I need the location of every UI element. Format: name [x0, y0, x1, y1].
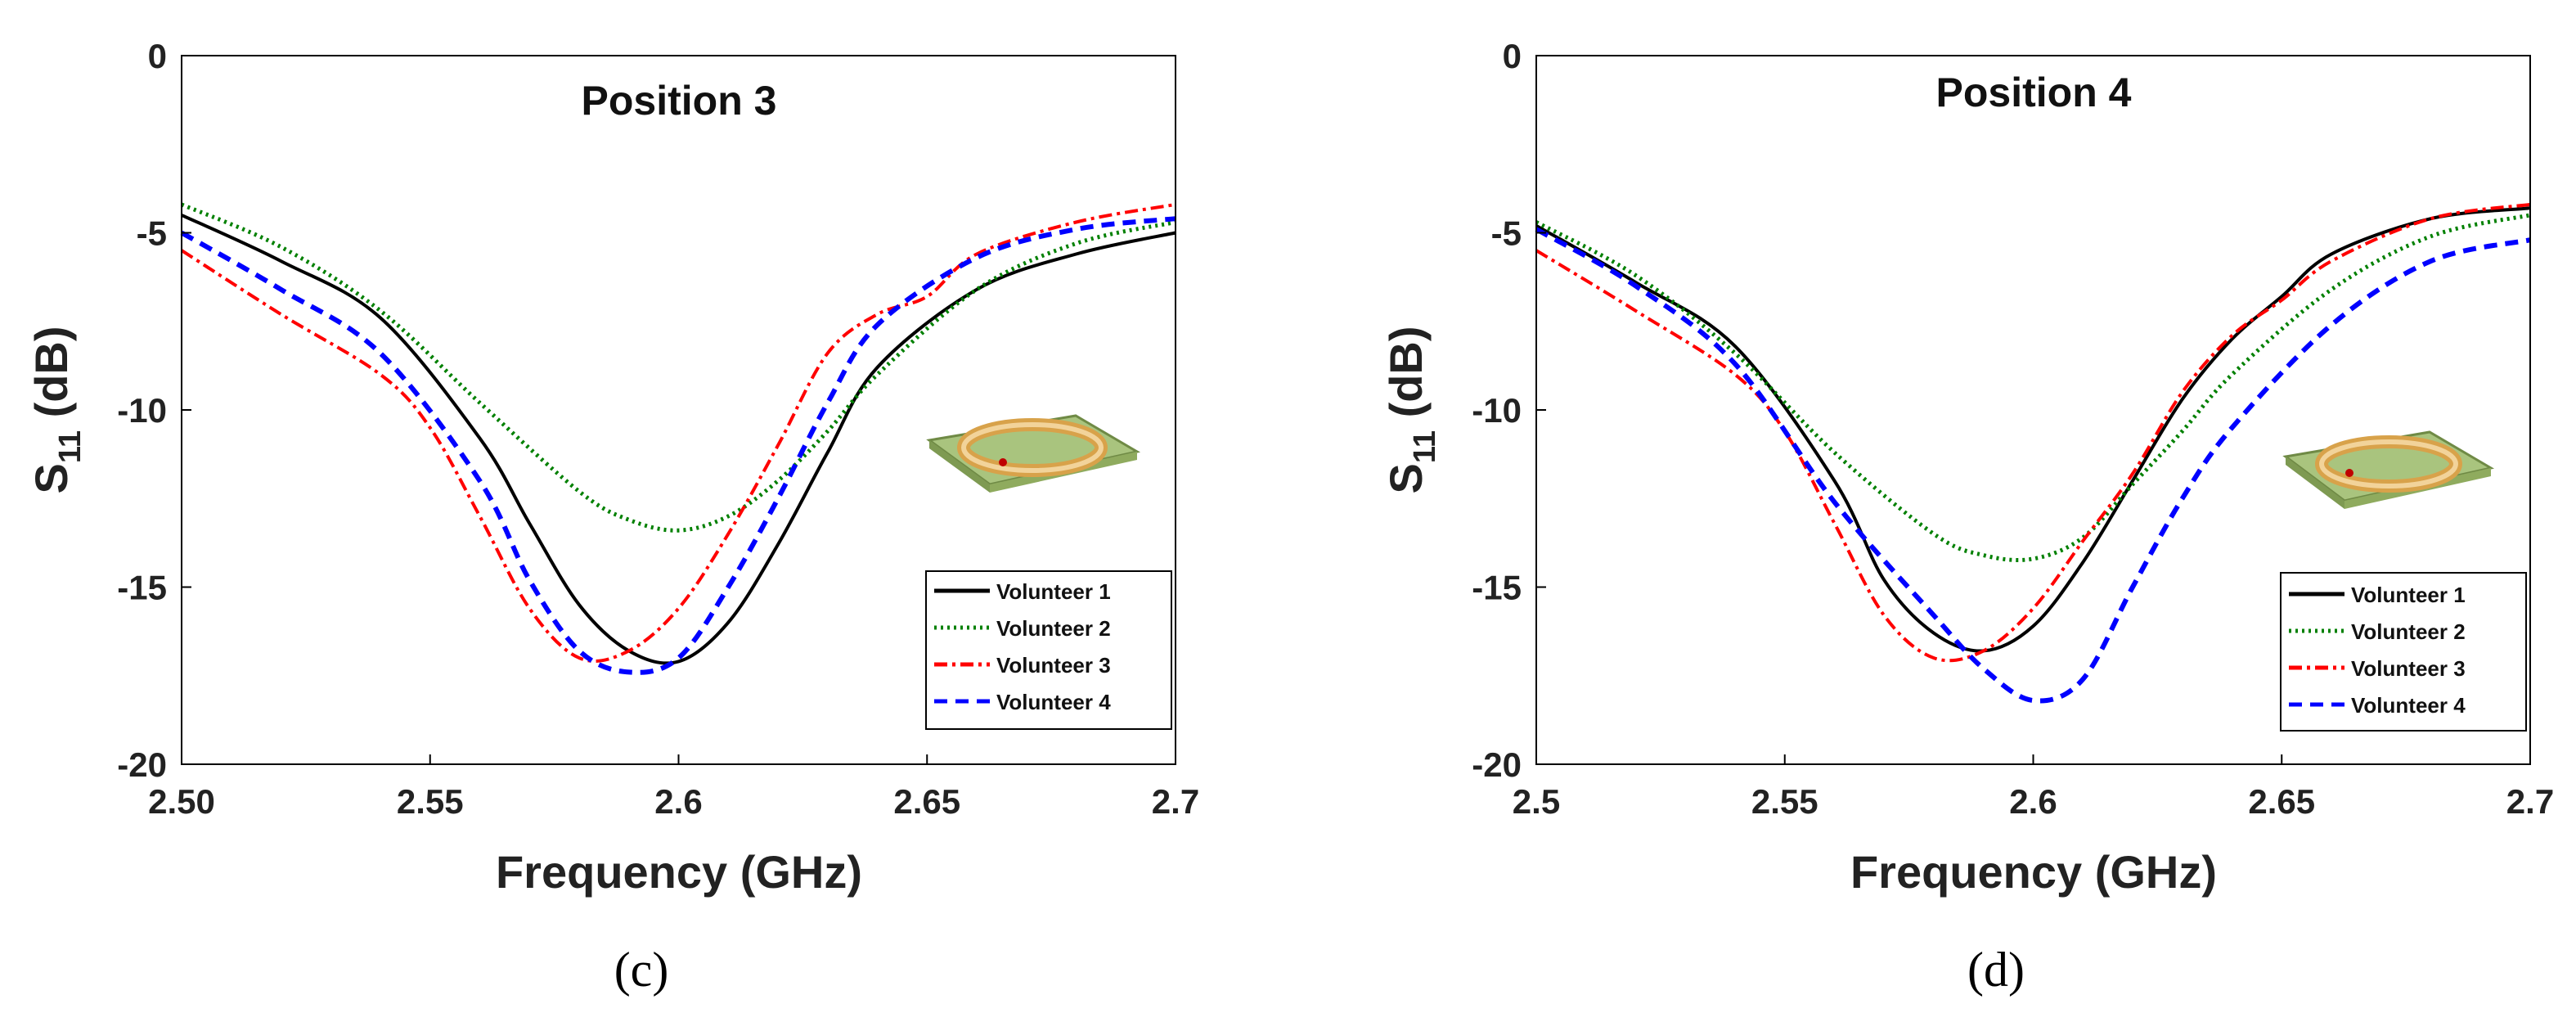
y-axis-label-main: S — [1380, 463, 1432, 493]
x-tick-label: 2.7 — [1152, 782, 1199, 821]
legend: Volunteer 1 Volunteer 2 Volunteer 3 Volu… — [2280, 572, 2527, 732]
panel-caption: (c) — [614, 943, 669, 997]
x-tick-label: 2.55 — [397, 782, 464, 821]
y-tick-label: -10 — [1472, 391, 1522, 430]
series-line-volunteer-2 — [181, 202, 1176, 533]
y-tick-label: -5 — [137, 214, 167, 253]
y-axis-label-unit: (dB) — [1380, 326, 1432, 430]
y-tick-label: 0 — [148, 37, 167, 75]
series-line-volunteer-4 — [1535, 227, 2531, 704]
y-tick-label: -15 — [1472, 569, 1522, 607]
y-tick-label: 0 — [1503, 37, 1522, 75]
x-tick-label: 2.50 — [148, 782, 215, 821]
x-tick-label: 2.7 — [2506, 782, 2554, 821]
antenna-inset-icon — [2282, 430, 2495, 509]
antenna-inset-icon — [926, 414, 1141, 493]
chart-title: Position 4 — [1936, 70, 2132, 115]
y-tick-label: -15 — [117, 569, 167, 607]
legend-label-volunteer-1: Volunteer 1 — [2351, 583, 2466, 607]
y-tick-label: -20 — [117, 745, 167, 784]
y-tick-label: -20 — [1472, 745, 1522, 784]
legend-label-volunteer-2: Volunteer 2 — [2351, 619, 2466, 644]
x-tick-label: 2.6 — [2009, 782, 2057, 821]
chart-position-3: 0 -5 -10 -15 -20 2.50 2.55 2.6 2.65 2.7 Position… — [25, 37, 1199, 997]
legend-label-volunteer-3: Volunteer 3 — [2351, 656, 2466, 681]
x-axis-label: Frequency (GHz) — [1850, 846, 2217, 898]
legend-label-volunteer-3: Volunteer 3 — [996, 653, 1111, 678]
x-tick-label: 2.65 — [2248, 782, 2315, 821]
y-tick-label: -10 — [117, 391, 167, 430]
panel-caption: (d) — [1967, 943, 2025, 997]
x-axis-label: Frequency (GHz) — [496, 846, 862, 898]
legend-label-volunteer-4: Volunteer 4 — [2351, 693, 2466, 718]
y-axis-label: S11 (dB) — [1380, 326, 1442, 493]
y-axis-label-subscript: 11 — [1408, 430, 1442, 463]
y-axis-label: S11 (dB) — [25, 326, 88, 493]
x-tick-label: 2.55 — [1751, 782, 1818, 821]
y-axis-label-main: S — [25, 463, 77, 493]
legend-label-volunteer-1: Volunteer 1 — [996, 579, 1111, 604]
y-axis-label-unit: (dB) — [25, 326, 77, 430]
y-axis-label-subscript: 11 — [53, 430, 88, 463]
series-line-volunteer-1 — [1535, 206, 2531, 653]
x-tick-label: 2.65 — [893, 782, 960, 821]
x-tick-label: 2.6 — [654, 782, 702, 821]
chart-position-4: 0 -5 -10 -15 -20 2.5 2.55 2.6 2.65 2.7 Position … — [1380, 37, 2554, 997]
x-tick-label: 2.5 — [1513, 782, 1560, 821]
series-line-volunteer-3 — [180, 202, 1176, 663]
legend: Volunteer 1 Volunteer 2 Volunteer 3 Volu… — [925, 570, 1172, 730]
chart-title: Position 3 — [582, 78, 777, 124]
y-tick-label: -5 — [1491, 214, 1522, 253]
legend-label-volunteer-4: Volunteer 4 — [996, 690, 1111, 714]
legend-label-volunteer-2: Volunteer 2 — [996, 616, 1111, 641]
